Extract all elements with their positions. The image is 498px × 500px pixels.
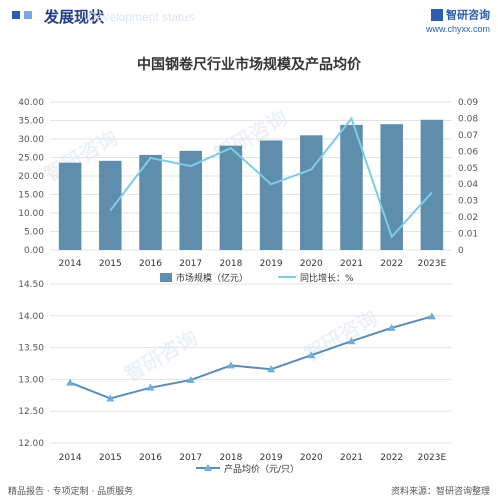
y-right-tick-label: 0 xyxy=(458,246,464,256)
price-point xyxy=(387,323,396,331)
y-right-tick-label: 0.05 xyxy=(458,164,478,174)
y-tick-label: 12.50 xyxy=(18,407,44,417)
legend-swatch-marker xyxy=(204,464,212,471)
legend-label: 市场规模（亿元） xyxy=(176,272,248,284)
legend-label: 同比增长：% xyxy=(300,272,354,284)
y-right-tick-label: 0.03 xyxy=(458,197,478,207)
y-right-tick-label: 0.01 xyxy=(458,230,478,240)
y-right-tick-label: 0.09 xyxy=(458,98,478,108)
legend-swatch-bar xyxy=(160,273,172,282)
footer: 精品报告 · 专项定制 · 品质服务 资料来源：智研咨询整理 xyxy=(0,482,498,500)
x-tick-label: 2018 xyxy=(219,259,242,269)
price-point xyxy=(347,337,356,345)
bar xyxy=(259,140,283,250)
footer-source: 资料来源：智研咨询整理 xyxy=(390,487,490,497)
bar xyxy=(300,135,323,250)
price-point xyxy=(307,351,316,359)
bar xyxy=(58,162,82,250)
header-ghost-text: Development status xyxy=(88,10,195,24)
y-tick-label: 14.50 xyxy=(18,280,44,290)
x-tick-label: 2016 xyxy=(139,259,162,269)
x-tick-label: 2020 xyxy=(300,259,323,269)
bar xyxy=(420,119,444,250)
price-point xyxy=(267,365,276,373)
bar xyxy=(380,124,403,250)
y-tick-label: 14.00 xyxy=(18,312,44,322)
price-point xyxy=(106,394,115,402)
x-tick-label: 2023E xyxy=(418,453,447,463)
page-title: 发展现状 xyxy=(44,8,105,26)
y-tick-label: 12.00 xyxy=(18,439,44,449)
brand-logo-icon xyxy=(431,8,443,21)
y-left-tick-label: 30.00 xyxy=(18,135,44,145)
x-tick-label: 2017 xyxy=(179,453,202,463)
price-point xyxy=(427,312,436,320)
x-tick-label: 2014 xyxy=(59,259,82,269)
x-tick-label: 2017 xyxy=(179,259,202,269)
bar xyxy=(179,150,202,250)
y-left-tick-label: 20.00 xyxy=(18,172,44,182)
price-line xyxy=(69,315,433,400)
y-left-tick-label: 35.00 xyxy=(18,117,44,127)
y-left-tick-label: 25.00 xyxy=(18,154,44,164)
x-tick-label: 2023E xyxy=(418,259,447,269)
y-left-tick-label: 10.00 xyxy=(18,209,44,219)
y-left-tick-label: 0.00 xyxy=(24,246,44,256)
x-tick-label: 2016 xyxy=(139,453,162,463)
y-left-tick-label: 15.00 xyxy=(18,191,44,201)
y-right-tick-label: 0.04 xyxy=(458,180,478,190)
brand: 智研咨询 www.chyxx.com xyxy=(426,4,490,34)
growth-line xyxy=(109,116,433,239)
y-tick-label: 13.50 xyxy=(18,344,44,354)
x-tick-label: 2015 xyxy=(99,453,122,463)
y-right-tick-label: 0.02 xyxy=(458,213,478,223)
y-right-tick-label: 0.06 xyxy=(458,147,478,157)
x-tick-label: 2019 xyxy=(260,453,283,463)
y-tick-label: 13.00 xyxy=(18,375,44,385)
x-tick-label: 2019 xyxy=(260,259,283,269)
x-tick-label: 2014 xyxy=(59,453,82,463)
header: 发展现状 Development status 智研咨询 www.chyxx.c… xyxy=(0,0,498,36)
y-left-tick-label: 5.00 xyxy=(24,228,44,238)
y-right-tick-label: 0.07 xyxy=(458,131,478,141)
x-tick-label: 2022 xyxy=(380,259,403,269)
price-point xyxy=(66,378,75,386)
brand-url: www.chyxx.com xyxy=(425,24,490,34)
y-left-tick-label: 40.00 xyxy=(18,98,44,108)
x-tick-label: 2020 xyxy=(300,453,323,463)
price-point xyxy=(226,361,235,369)
x-tick-label: 2022 xyxy=(380,453,403,463)
chart-title: 中国钢卷尺行业市场规模及产品均价 xyxy=(137,57,361,73)
bar xyxy=(99,160,122,250)
x-tick-label: 2021 xyxy=(340,259,363,269)
header-marker-square xyxy=(24,11,32,19)
footer-tagline: 精品报告 · 专项定制 · 品质服务 xyxy=(8,487,134,497)
bar xyxy=(340,124,363,250)
header-marker-square xyxy=(12,11,20,19)
x-tick-label: 2018 xyxy=(219,453,242,463)
x-tick-label: 2021 xyxy=(340,453,363,463)
legend-label: 产品均价（元/只） xyxy=(224,463,299,475)
x-tick-label: 2015 xyxy=(99,259,122,269)
price-point xyxy=(186,376,195,384)
y-right-tick-label: 0.08 xyxy=(458,114,478,124)
price-point xyxy=(146,383,155,391)
bar xyxy=(139,154,162,250)
bar xyxy=(219,145,243,250)
brand-name: 智研咨询 xyxy=(446,8,490,22)
